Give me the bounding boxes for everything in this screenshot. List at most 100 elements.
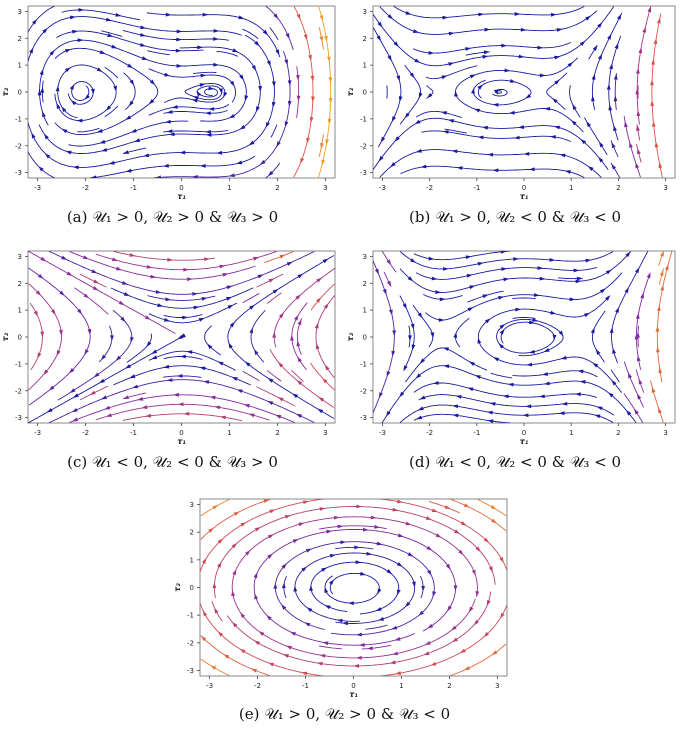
streamline [148,302,238,324]
arrowhead [407,276,414,282]
arrowhead [526,362,533,367]
arrowhead [249,327,254,334]
arrowhead [385,410,391,417]
panel-c: -3 -2 -1 0 1 2 3 -3 -2 -1 0 1 2 3 τ₁ τ₂ (c) 𝒰₁ < 0, 𝒰₂ … [0,245,345,485]
arrowhead [122,150,129,154]
streamline [48,379,315,423]
arrowhead [115,266,123,271]
arrowhead [414,58,421,63]
arrowhead [324,605,331,610]
arrowhead [393,41,399,47]
arrowhead [377,21,383,28]
arrowhead [301,566,307,572]
x-tick-label: -3 [379,184,386,192]
arrowhead [390,162,396,168]
x-tick-label: 0 [522,184,526,192]
arrowhead [77,308,83,315]
streamline [413,382,597,399]
arrowhead [475,546,481,552]
arrowhead [306,137,311,144]
arrowhead [325,139,330,146]
arrowhead [605,295,611,301]
arrowhead [647,6,652,13]
arrowhead [552,98,558,104]
arrowhead [342,621,348,626]
arrowhead [538,394,545,399]
arrowhead [300,157,305,164]
arrowhead [654,141,659,148]
streamline [163,83,226,104]
y-tick-label: 1 [363,62,367,70]
arrowhead [468,361,475,366]
arrowhead [285,645,292,650]
arrowhead [484,27,491,32]
arrowhead [125,115,132,120]
arrowhead [486,410,493,415]
arrowhead [638,47,643,54]
arrowhead [658,367,663,374]
arrowhead [326,56,331,63]
arrowhead [428,256,435,261]
arrowhead [287,100,292,107]
arrowhead [467,307,474,312]
arrowhead [591,95,595,102]
arrowhead [284,121,289,128]
streamline [163,375,202,378]
arrowhead [186,350,193,355]
arrowhead [475,591,480,598]
arrowhead [550,12,557,17]
arrowhead [240,522,247,527]
arrowhead [231,542,238,549]
arrowhead [650,100,655,106]
arrowhead [303,34,308,41]
arrowhead [392,330,397,337]
arrowhead [244,95,249,102]
streamline [163,109,228,114]
arrowhead [409,72,415,79]
x-tick-label: 1 [569,429,573,437]
arrowhead [217,361,224,366]
arrowhead [539,73,546,78]
arrowhead [658,407,662,414]
arrowhead [625,251,631,258]
x-tick-label: 2 [616,184,620,192]
y-tick-label: 2 [18,280,22,288]
streamline [256,273,284,288]
arrowhead [229,80,235,87]
arrowhead [490,505,497,510]
arrowhead [297,273,304,279]
streamline [274,541,435,636]
arrowhead [295,294,301,300]
arrowhead [448,31,455,36]
arrowhead [105,17,112,22]
streamline [270,124,278,138]
arrowhead [453,331,458,338]
arrowhead [552,334,557,341]
arrowhead [290,631,297,636]
arrowhead [550,310,557,315]
arrowhead [500,251,507,254]
arrowhead [440,111,447,115]
streamline [77,127,100,133]
arrowhead [314,322,319,329]
arrowhead [168,132,175,137]
arrowhead [40,256,47,262]
arrowhead [50,309,56,316]
arrowhead [202,12,209,17]
streamline [242,28,259,40]
streamline [146,12,281,58]
streamline [373,260,395,413]
streamline [28,6,55,33]
arrowhead [473,108,481,113]
arrowhead [223,91,228,98]
arrowhead [328,77,333,84]
x-tick-label: -2 [82,184,89,192]
y-tick-label: 3 [363,253,367,261]
streamline [477,295,622,393]
streamline [428,500,460,514]
arrowhead [310,75,315,82]
arrowhead [309,117,314,123]
arrowhead [129,79,135,86]
arrowhead [411,344,416,351]
arrowhead [554,55,561,60]
